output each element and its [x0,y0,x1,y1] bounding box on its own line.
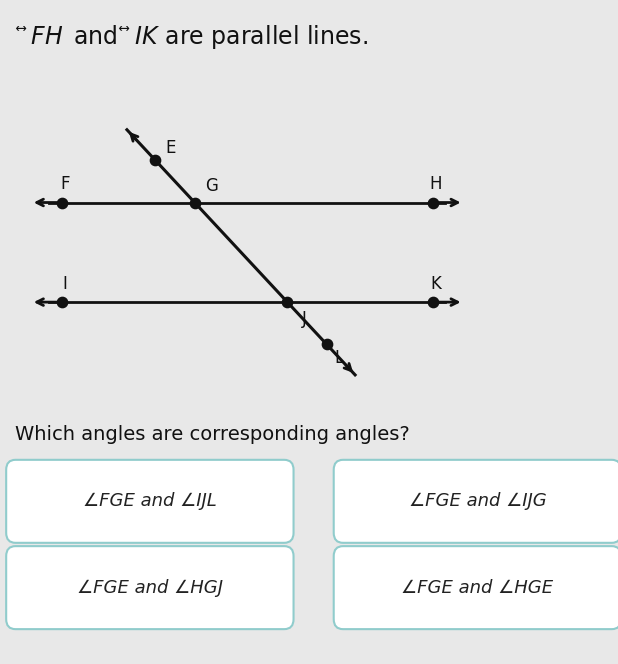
Text: ∠FGE and ∠HGJ: ∠FGE and ∠HGJ [77,578,223,597]
Point [57,297,67,307]
Text: I: I [62,274,67,293]
Text: E: E [166,139,176,157]
Text: H: H [430,175,442,193]
Text: G: G [206,177,218,195]
FancyBboxPatch shape [334,459,618,543]
FancyBboxPatch shape [334,546,618,629]
FancyBboxPatch shape [6,546,294,629]
Text: L: L [334,349,344,367]
Text: F: F [60,175,70,193]
Point [190,197,200,208]
Point [57,197,67,208]
Text: $\overleftrightarrow{FH}$$\,$ and $\overleftrightarrow{IK}$ are parallel lines.: $\overleftrightarrow{FH}$$\,$ and $\over… [15,23,368,50]
Text: Which angles are corresponding angles?: Which angles are corresponding angles? [15,426,410,444]
Point [282,297,292,307]
Point [150,155,160,165]
Point [428,197,438,208]
Text: ∠FGE and ∠HGE: ∠FGE and ∠HGE [401,578,554,597]
Text: J: J [302,309,307,328]
Text: K: K [430,274,441,293]
Point [428,297,438,307]
FancyBboxPatch shape [6,459,294,543]
Point [322,339,332,350]
Text: ∠FGE and ∠IJL: ∠FGE and ∠IJL [83,492,217,511]
Text: ∠FGE and ∠IJG: ∠FGE and ∠IJG [408,492,546,511]
